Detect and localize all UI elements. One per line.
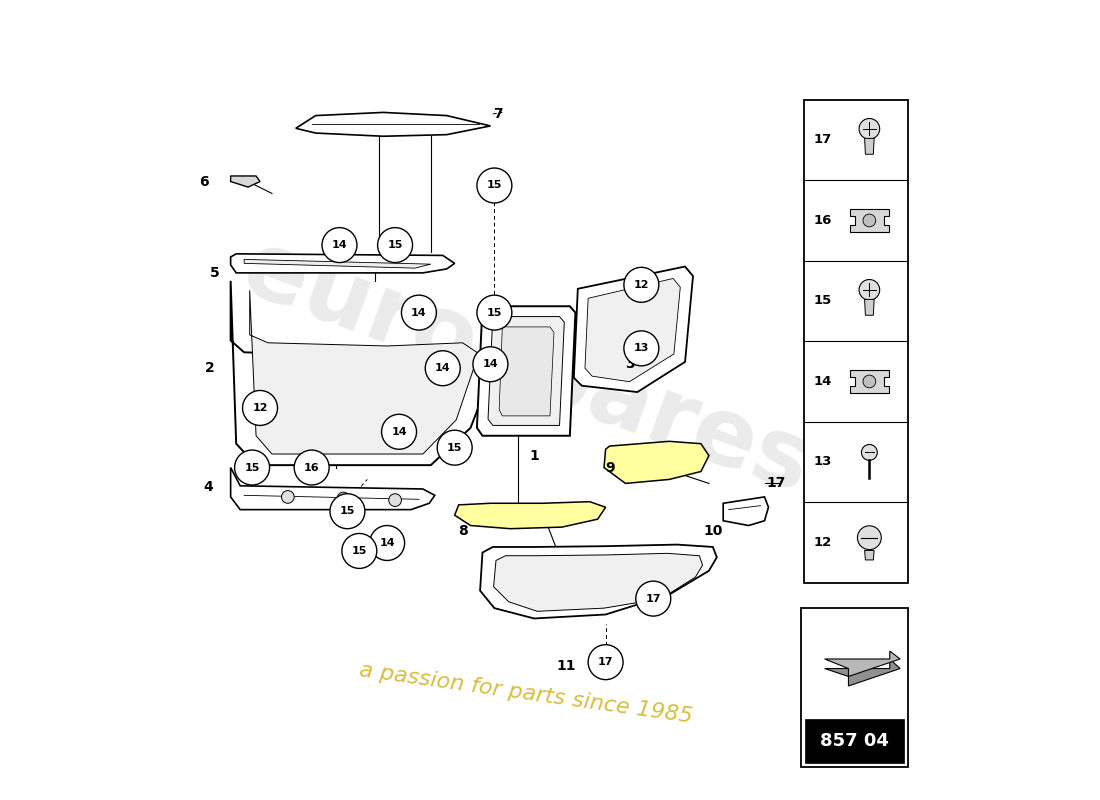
Text: 10: 10 (703, 524, 723, 538)
Text: 12: 12 (634, 280, 649, 290)
Text: 1: 1 (529, 449, 539, 462)
Text: 14: 14 (483, 359, 498, 370)
Circle shape (859, 118, 880, 139)
Circle shape (426, 350, 460, 386)
Text: 15: 15 (340, 506, 355, 516)
Circle shape (624, 267, 659, 302)
Circle shape (377, 228, 412, 262)
Circle shape (294, 450, 329, 485)
Circle shape (370, 526, 405, 561)
Text: 12: 12 (814, 536, 832, 549)
Text: 14: 14 (379, 538, 395, 548)
Circle shape (861, 445, 878, 460)
Polygon shape (480, 545, 717, 618)
Text: 9: 9 (605, 461, 615, 474)
Text: 16: 16 (814, 214, 832, 227)
Polygon shape (865, 138, 874, 154)
Polygon shape (231, 467, 434, 510)
Text: 857 04: 857 04 (820, 732, 889, 750)
Text: 15: 15 (352, 546, 367, 556)
Text: 5: 5 (210, 266, 220, 280)
Text: 14: 14 (411, 308, 427, 318)
Text: 14: 14 (434, 363, 451, 374)
Circle shape (636, 581, 671, 616)
Circle shape (234, 450, 270, 485)
Text: 15: 15 (486, 308, 502, 318)
Circle shape (282, 490, 294, 503)
Text: 7: 7 (494, 107, 503, 121)
Polygon shape (574, 266, 693, 392)
Text: 6: 6 (199, 174, 209, 189)
Text: 2: 2 (205, 362, 214, 375)
Polygon shape (849, 210, 889, 231)
Polygon shape (250, 290, 477, 454)
Circle shape (477, 168, 512, 203)
Polygon shape (825, 659, 900, 686)
Circle shape (473, 346, 508, 382)
Text: 8: 8 (458, 524, 468, 538)
Circle shape (337, 492, 350, 505)
Polygon shape (231, 176, 260, 187)
Text: 4: 4 (204, 480, 213, 494)
Text: 14: 14 (814, 375, 832, 388)
Circle shape (402, 295, 437, 330)
Circle shape (382, 414, 417, 450)
Circle shape (330, 494, 365, 529)
Text: 3: 3 (625, 358, 635, 371)
Text: 16: 16 (304, 462, 319, 473)
Circle shape (342, 534, 377, 569)
Text: 15: 15 (814, 294, 832, 307)
FancyBboxPatch shape (801, 608, 907, 767)
Circle shape (437, 430, 472, 465)
Text: 14: 14 (392, 426, 407, 437)
Text: 17: 17 (814, 134, 832, 146)
Text: 11: 11 (557, 659, 575, 673)
Polygon shape (825, 651, 900, 677)
Text: 14: 14 (332, 240, 348, 250)
Polygon shape (865, 299, 874, 315)
Text: 15: 15 (244, 462, 260, 473)
Polygon shape (494, 554, 703, 611)
Polygon shape (296, 113, 491, 136)
Circle shape (243, 390, 277, 426)
Text: 17: 17 (767, 477, 786, 490)
Polygon shape (604, 442, 708, 483)
Polygon shape (865, 550, 874, 560)
Circle shape (859, 279, 880, 300)
Circle shape (864, 214, 876, 227)
Text: 15: 15 (486, 181, 502, 190)
Circle shape (588, 645, 623, 680)
Text: 15: 15 (387, 240, 403, 250)
Text: 17: 17 (646, 594, 661, 604)
Text: a passion for parts since 1985: a passion for parts since 1985 (359, 661, 694, 727)
Text: 12: 12 (252, 403, 267, 413)
Polygon shape (488, 317, 564, 426)
Circle shape (864, 375, 876, 388)
Text: eurospares: eurospares (230, 223, 823, 514)
Circle shape (624, 331, 659, 366)
Circle shape (858, 526, 881, 550)
FancyBboxPatch shape (805, 719, 903, 763)
Circle shape (388, 494, 401, 506)
Polygon shape (244, 259, 431, 268)
Polygon shape (849, 370, 889, 393)
Polygon shape (723, 497, 769, 526)
Polygon shape (231, 281, 494, 465)
Text: 17: 17 (598, 657, 614, 667)
Circle shape (477, 295, 512, 330)
Polygon shape (499, 327, 554, 416)
Circle shape (322, 228, 358, 262)
Text: 15: 15 (447, 442, 462, 453)
Polygon shape (585, 278, 680, 382)
Text: 13: 13 (634, 343, 649, 354)
Polygon shape (454, 502, 606, 529)
Polygon shape (477, 306, 575, 436)
Text: 13: 13 (814, 455, 832, 469)
Polygon shape (231, 254, 454, 273)
FancyBboxPatch shape (804, 100, 908, 582)
